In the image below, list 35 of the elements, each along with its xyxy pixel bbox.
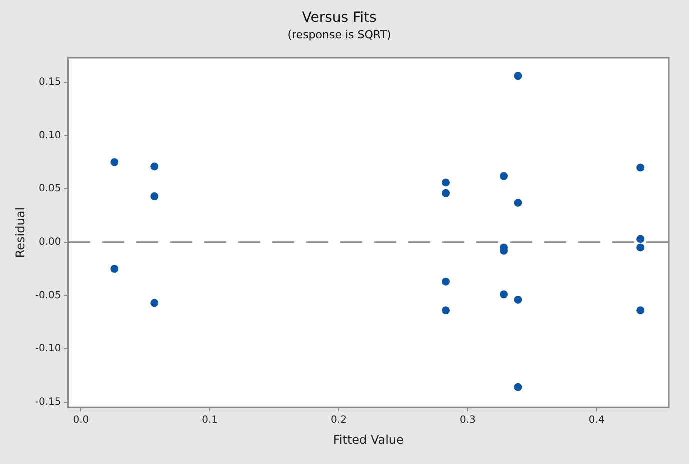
point — [150, 299, 159, 308]
y-tick-label: -0.15 — [35, 396, 62, 408]
point — [442, 278, 450, 286]
x-axis-title: Fitted Value — [333, 432, 404, 447]
point — [442, 306, 450, 315]
point — [150, 192, 159, 201]
point — [500, 290, 508, 299]
y-tick-label: -0.05 — [35, 290, 62, 302]
x-tick-label: 0.2 — [331, 415, 347, 426]
point — [110, 265, 119, 274]
point — [442, 178, 450, 187]
y-tick-label: 0.15 — [39, 77, 62, 88]
point — [514, 72, 522, 80]
y-tick-label: 0.00 — [39, 236, 62, 248]
x-tick-label: 0.3 — [460, 415, 476, 426]
point — [636, 244, 645, 252]
point — [514, 296, 522, 304]
point — [110, 158, 119, 166]
y-tick-label: 0.05 — [39, 184, 62, 195]
y-axis-title: Residual — [13, 207, 28, 258]
point — [150, 162, 159, 171]
chart-subtitle: (response is SQRT) — [288, 28, 392, 42]
x-tick-label: 0.4 — [588, 415, 605, 426]
y-tick-label: -0.10 — [35, 344, 62, 355]
chart-title: Versus Fits — [302, 10, 377, 26]
point — [500, 172, 508, 180]
point — [636, 164, 645, 172]
y-tick-label: 0.10 — [39, 130, 62, 142]
point — [636, 306, 645, 315]
point — [514, 383, 522, 392]
point — [514, 198, 522, 207]
x-tick-label: 0.1 — [202, 415, 218, 426]
x-tick-label: 0.0 — [73, 415, 90, 426]
point — [442, 189, 450, 198]
point — [636, 235, 645, 244]
